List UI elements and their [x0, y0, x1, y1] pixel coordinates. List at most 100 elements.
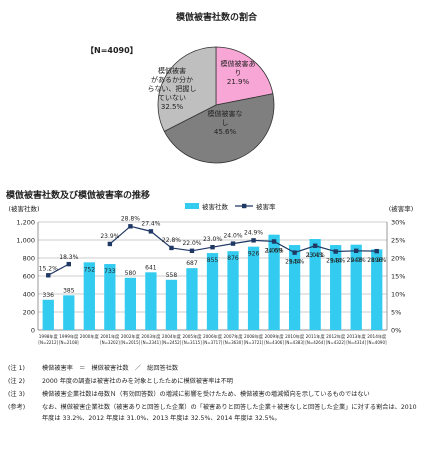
sample-size-label: 【N=4090】 — [86, 46, 138, 55]
x-tick-sublabel: [N=2452] — [162, 340, 182, 345]
rate-value-label: 22.0% — [347, 257, 366, 264]
pie-slice-label: ていない — [158, 94, 186, 102]
x-tick-sublabel: [N=4264] — [305, 340, 325, 345]
pie-slice-label: 32.5% — [161, 103, 184, 111]
rate-value-label: 21.9% — [367, 257, 386, 264]
pie-slice-label: 模倣被害 — [158, 66, 186, 75]
rate-marker — [107, 241, 113, 247]
x-tick-sublabel: [N=3717] — [203, 340, 223, 345]
y-right-tick-label: 20% — [391, 255, 405, 263]
note-tag: (参考) — [8, 404, 26, 411]
rate-marker — [333, 249, 338, 254]
bar — [104, 264, 116, 330]
y-left-tick-label: 800 — [23, 255, 35, 263]
y-right-tick-label: 10% — [391, 291, 405, 299]
x-tick-sublabel: [N=2015] — [121, 340, 141, 345]
bar — [330, 245, 342, 330]
legend-swatch-bars — [185, 203, 199, 209]
pie-slice-label: 模倣被害な — [208, 109, 243, 118]
note-row: (注 1) 模倣被害率 ＝ 模倣被害社数 ／ 総回答社数 — [8, 365, 428, 379]
x-tick-label: 2010年度 — [285, 333, 305, 340]
x-tick-label: 2001年度 — [100, 333, 120, 340]
pie-chart-title: 模倣被害社数の割合 — [175, 13, 257, 23]
bar-value-label: 926 — [248, 251, 260, 258]
x-tick-sublabel: [N=2212] — [38, 340, 58, 345]
legend-label: 被害率 — [256, 202, 276, 211]
x-tick-sublabel: [N=4322] — [326, 340, 346, 345]
pie-slice-label: 21.9% — [227, 78, 250, 86]
y-right-axis-label: (被害率) — [389, 204, 414, 213]
note-text: 模倣被害率 ＝ 模倣被害社数 ／ 総回答社数 — [42, 365, 179, 372]
x-tick-sublabel: [N=2341] — [141, 340, 161, 345]
rate-marker — [230, 241, 236, 246]
pie-slice — [215, 46, 274, 106]
note-row: (参考) なお、模倣被害企業社数（被害ありと回答した企業）の「被害ありと回答した… — [8, 404, 428, 416]
rate-value-label: 23.0% — [203, 236, 222, 243]
bar-value-label: 336 — [43, 292, 55, 299]
y-left-tick-label: 600 — [23, 273, 35, 281]
x-tick-label: 2008年度 — [244, 333, 264, 340]
x-tick-sublabel: [N=4090] — [367, 340, 387, 345]
x-tick-label: 2013年度 — [347, 333, 367, 340]
bar — [309, 239, 321, 330]
trend-chart: 0 200 400 600 800 1,000 1,200 0% 5% 10% 15% 20% 25% 3… — [8, 202, 414, 345]
pie-slice-label: り — [235, 69, 242, 77]
x-tick-sublabel: [N=4306] — [264, 340, 284, 345]
x-tick-label: 2002年度 — [121, 333, 141, 340]
rate-value-label: 21.5% — [285, 259, 304, 266]
rate-line — [47, 225, 377, 276]
bar — [227, 251, 239, 330]
x-tick-sublabel: [N=3115] — [182, 340, 202, 345]
pie-slice-label: らない、把握し — [148, 84, 197, 93]
rate-marker — [66, 261, 71, 267]
rate-marker — [292, 250, 297, 255]
x-tick-label: 1998年度 — [39, 333, 59, 340]
bar-value-label: 944 — [330, 258, 342, 265]
x-tick-sublabel: [N=3630] — [223, 340, 243, 345]
bar — [371, 249, 383, 330]
note-tag: (注 3) — [8, 391, 25, 398]
bar-value-label: 558 — [166, 272, 178, 279]
bar — [186, 268, 198, 330]
rate-value-label: 23.9% — [100, 233, 119, 240]
note-tag: (注 2) — [8, 378, 25, 385]
rate-marker — [148, 229, 154, 234]
bar — [63, 295, 75, 330]
bar-value-label: 855 — [207, 257, 219, 264]
y-right-tick-label: 25% — [391, 237, 405, 245]
rate-value-label: 15.2% — [39, 265, 58, 272]
x-tick-sublabel: [N=2108] — [59, 340, 79, 345]
rate-value-label: 21.8% — [326, 258, 345, 265]
rate-marker — [374, 248, 379, 254]
x-tick-label: 2011年度 — [306, 333, 326, 340]
rate-value-label: 24.0% — [223, 233, 242, 240]
x-tick-label: 2014年度 — [367, 333, 387, 340]
x-tick-label: 2003年度 — [141, 333, 161, 340]
bar — [124, 277, 137, 330]
note-text: 模倣被害企業社数は母数Ｎ（有効回答数）の増減に影響を受けたため、模倣被害の増減傾… — [42, 391, 370, 398]
legend-swatch-marker — [242, 203, 247, 209]
x-tick-label: 2004年度 — [162, 333, 182, 340]
pie-slice — [157, 46, 217, 132]
legend-label: 被害社数 — [202, 202, 229, 211]
rate-marker — [189, 248, 195, 253]
x-tick-label: 1999年度 — [59, 333, 79, 340]
bar-value-label: 733 — [104, 268, 116, 275]
pie-slice-label: 45.6% — [214, 128, 237, 136]
y-right-tick-label: 30% — [391, 219, 405, 227]
x-tick-sublabel: [N=4383] — [285, 340, 305, 345]
rate-value-label: 23.4% — [306, 252, 325, 259]
rate-marker — [210, 245, 215, 250]
rate-marker — [46, 273, 51, 278]
trend-chart-title: 模倣被害社数及び模倣被害率の推移 — [6, 191, 151, 201]
bar-value-label: 385 — [63, 287, 75, 294]
y-left-tick-label: 1,200 — [16, 219, 35, 227]
rate-value-label: 28.8% — [121, 215, 140, 222]
y-left-tick-label: 0 — [31, 327, 35, 335]
rate-value-label: 24.9% — [244, 229, 263, 236]
bar-value-label: 752 — [84, 266, 96, 273]
pie-slice-label: 模倣被害あ — [221, 59, 256, 68]
rate-value-label: 18.3% — [59, 254, 78, 261]
bar — [247, 246, 260, 330]
